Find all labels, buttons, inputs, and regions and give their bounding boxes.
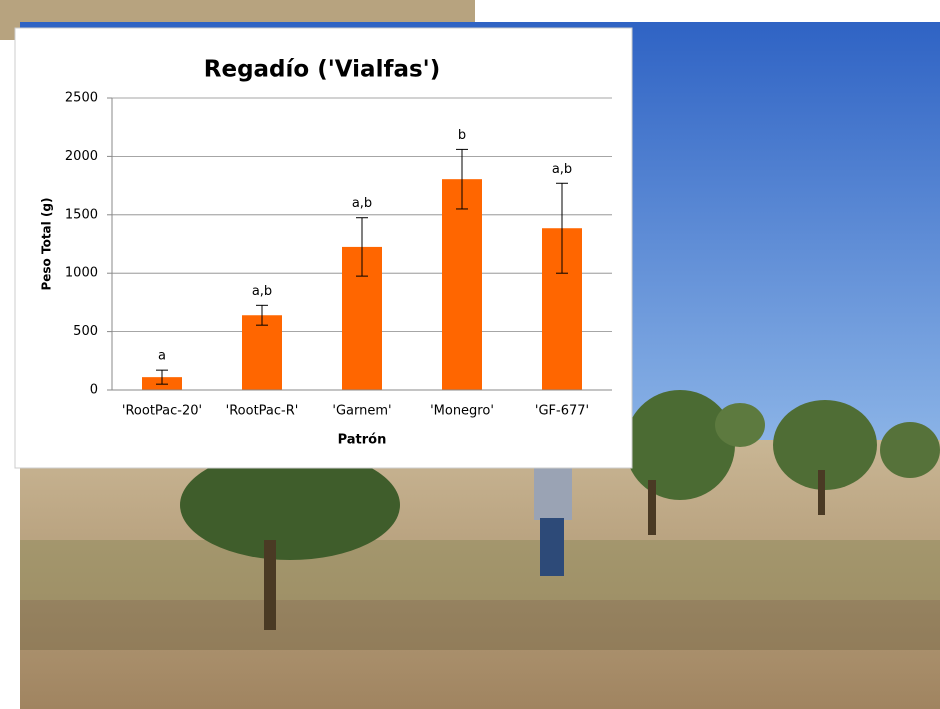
y-tick-label: 2000 xyxy=(65,149,98,164)
x-tick-label: 'RootPac-R' xyxy=(226,404,299,419)
bar xyxy=(242,315,282,390)
x-tick-label: 'Monegro' xyxy=(430,404,494,419)
significance-letter: a,b xyxy=(352,196,372,211)
y-tick-label: 0 xyxy=(90,383,98,398)
x-axis-label: Patrón xyxy=(338,433,387,448)
x-tick-label: 'RootPac-20' xyxy=(122,404,202,419)
y-tick-label: 500 xyxy=(73,324,98,339)
chart-panel xyxy=(14,27,633,469)
x-tick-label: 'GF-677' xyxy=(535,404,589,419)
y-tick-label: 2500 xyxy=(65,91,98,106)
significance-letter: b xyxy=(458,128,466,143)
y-tick-label: 1000 xyxy=(65,266,98,281)
x-tick-label: 'Garnem' xyxy=(332,404,391,419)
y-tick-label: 1500 xyxy=(65,207,98,222)
significance-letter: a,b xyxy=(552,162,572,177)
bar xyxy=(442,179,482,390)
chart-title: Regadío ('Vialfas') xyxy=(204,57,440,83)
y-axis-label: Peso Total (g) xyxy=(40,197,54,290)
significance-letter: a xyxy=(158,349,166,364)
significance-letter: a,b xyxy=(252,284,272,299)
